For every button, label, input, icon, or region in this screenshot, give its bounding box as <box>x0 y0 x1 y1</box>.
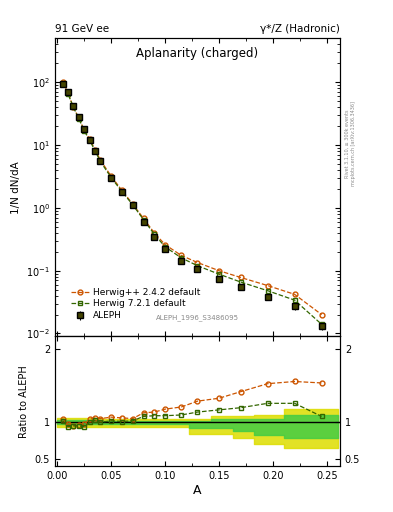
Herwig 7.2.1 default <box>87 137 92 143</box>
Herwig++ 2.4.2 default <box>93 146 97 153</box>
Herwig 7.2.1 default <box>152 231 157 238</box>
Text: Aplanarity (charged): Aplanarity (charged) <box>136 47 259 60</box>
Herwig++ 2.4.2 default <box>141 216 146 222</box>
Text: ALEPH_1996_S3486095: ALEPH_1996_S3486095 <box>156 315 239 322</box>
Herwig 7.2.1 default <box>82 127 86 134</box>
Herwig++ 2.4.2 default <box>119 187 124 194</box>
Herwig 7.2.1 default <box>93 147 97 154</box>
Legend: Herwig++ 2.4.2 default, Herwig 7.2.1 default, ALEPH: Herwig++ 2.4.2 default, Herwig 7.2.1 def… <box>68 285 204 323</box>
Herwig 7.2.1 default <box>163 244 167 250</box>
Herwig 7.2.1 default <box>76 115 81 121</box>
Herwig++ 2.4.2 default <box>195 260 200 266</box>
Herwig++ 2.4.2 default <box>292 291 297 297</box>
Herwig 7.2.1 default <box>319 321 324 327</box>
Text: γ*/Z (Hadronic): γ*/Z (Hadronic) <box>260 24 340 34</box>
Herwig++ 2.4.2 default <box>71 104 76 111</box>
Herwig 7.2.1 default <box>179 255 184 261</box>
Text: 91 GeV ee: 91 GeV ee <box>55 24 109 34</box>
Herwig 7.2.1 default <box>141 217 146 223</box>
Herwig 7.2.1 default <box>238 279 243 285</box>
Herwig 7.2.1 default <box>66 91 70 97</box>
Herwig++ 2.4.2 default <box>217 268 221 274</box>
Herwig++ 2.4.2 default <box>152 230 157 236</box>
Herwig 7.2.1 default <box>119 188 124 195</box>
Text: mcplots.cern.ch [arXiv:1306.3436]: mcplots.cern.ch [arXiv:1306.3436] <box>351 101 356 186</box>
Herwig++ 2.4.2 default <box>87 136 92 142</box>
Herwig++ 2.4.2 default <box>265 283 270 289</box>
Herwig++ 2.4.2 default <box>163 242 167 248</box>
Herwig++ 2.4.2 default <box>60 79 65 86</box>
Line: Herwig 7.2.1 default: Herwig 7.2.1 default <box>60 81 324 327</box>
Herwig++ 2.4.2 default <box>130 201 135 207</box>
Y-axis label: 1/N dN/dA: 1/N dN/dA <box>11 161 21 214</box>
Herwig 7.2.1 default <box>109 175 114 181</box>
Herwig 7.2.1 default <box>292 297 297 303</box>
Herwig++ 2.4.2 default <box>109 173 114 179</box>
Herwig++ 2.4.2 default <box>179 252 184 259</box>
X-axis label: A: A <box>193 483 202 497</box>
Herwig++ 2.4.2 default <box>76 115 81 121</box>
Herwig 7.2.1 default <box>195 263 200 269</box>
Herwig++ 2.4.2 default <box>66 90 70 96</box>
Herwig++ 2.4.2 default <box>82 127 86 133</box>
Herwig 7.2.1 default <box>71 104 76 111</box>
Herwig 7.2.1 default <box>217 271 221 278</box>
Herwig 7.2.1 default <box>60 80 65 86</box>
Herwig 7.2.1 default <box>98 158 103 164</box>
Herwig 7.2.1 default <box>265 288 270 294</box>
Herwig 7.2.1 default <box>130 202 135 208</box>
Herwig++ 2.4.2 default <box>98 157 103 163</box>
Text: Rivet 3.1.10, ≥ 300k events: Rivet 3.1.10, ≥ 300k events <box>345 109 350 178</box>
Line: Herwig++ 2.4.2 default: Herwig++ 2.4.2 default <box>60 80 324 317</box>
Y-axis label: Ratio to ALEPH: Ratio to ALEPH <box>19 365 29 438</box>
Herwig++ 2.4.2 default <box>238 274 243 281</box>
Herwig++ 2.4.2 default <box>319 311 324 317</box>
